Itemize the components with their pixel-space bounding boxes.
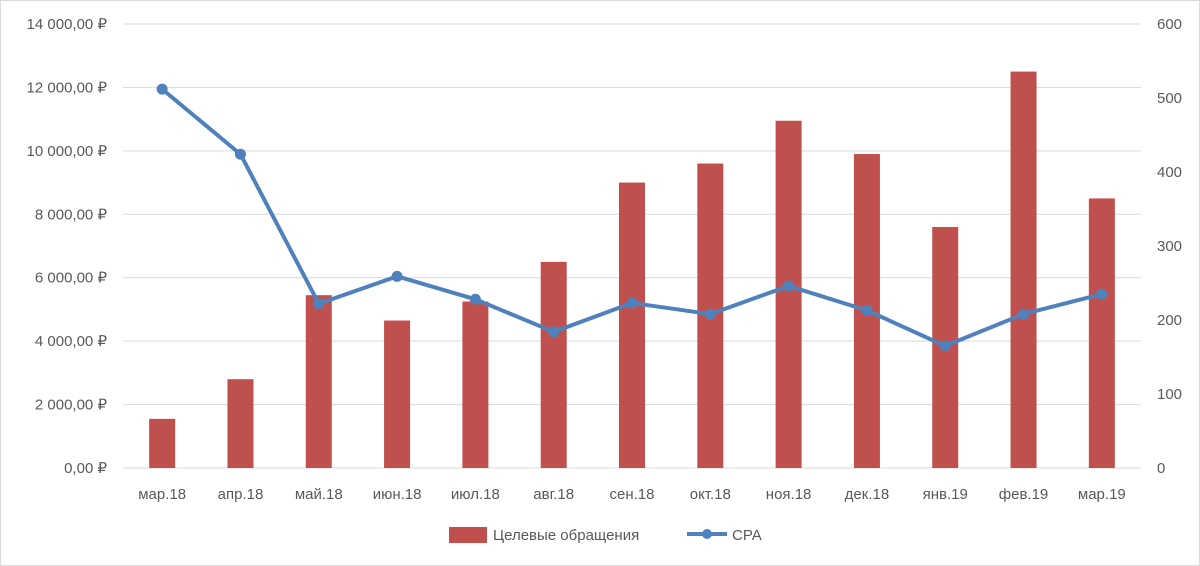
line-point	[313, 298, 325, 310]
line-point	[1018, 308, 1030, 320]
y2-tick-label: 300	[1157, 238, 1182, 255]
line-point	[861, 304, 873, 316]
line-point	[704, 308, 716, 320]
x-tick-label: мар.19	[1078, 486, 1126, 503]
line-point	[234, 148, 246, 160]
x-axis: мар.18 апр.18 май.18 июн.18 июл.18 авг.18 сен.…	[138, 486, 1126, 503]
y-axis-left: 0,00 ₽ 2 000,00 ₽ 4 000,00 ₽ 6 000,00 ₽ 8 00…	[27, 16, 108, 477]
y2-tick-label: 200	[1157, 312, 1182, 329]
y2-tick-label: 100	[1157, 386, 1182, 403]
line-point	[939, 340, 951, 352]
y-tick-label: 12 000,00 ₽	[27, 79, 108, 96]
bar	[227, 379, 254, 468]
legend-label-line: CPA	[732, 527, 762, 544]
y-axis-right: 0 100 200 300 400 500 600	[1157, 16, 1182, 477]
bar	[775, 120, 802, 468]
y-tick-label: 10 000,00 ₽	[27, 143, 108, 160]
x-tick-label: мар.18	[138, 486, 186, 503]
line-point	[548, 326, 560, 338]
x-tick-label: май.18	[295, 486, 343, 503]
legend-swatch-bars	[449, 527, 487, 543]
line-point	[626, 297, 638, 309]
bar	[149, 418, 176, 468]
y-tick-label: 8 000,00 ₽	[35, 206, 108, 223]
bar	[540, 261, 567, 468]
bar	[384, 320, 411, 468]
x-tick-label: июн.18	[373, 486, 422, 503]
x-tick-label: янв.19	[923, 486, 968, 503]
line-point	[469, 293, 481, 305]
x-tick-label: июл.18	[451, 486, 500, 503]
bar	[619, 182, 645, 469]
y2-tick-label: 400	[1157, 164, 1182, 181]
bar	[462, 301, 489, 468]
y-tick-label: 0,00 ₽	[64, 460, 107, 477]
legend-label-bars: Целевые обращения	[493, 527, 639, 544]
bar	[305, 295, 332, 468]
line-series	[156, 83, 1108, 352]
line-point	[391, 270, 403, 282]
line-point	[156, 83, 168, 95]
y-tick-label: 4 000,00 ₽	[35, 333, 108, 350]
legend: Целевые обращения CPA	[449, 527, 762, 544]
line-point	[783, 280, 795, 292]
bar	[1010, 71, 1037, 469]
y-tick-label: 6 000,00 ₽	[35, 270, 108, 287]
x-tick-label: авг.18	[533, 486, 574, 503]
y2-tick-label: 0	[1157, 460, 1165, 477]
x-tick-label: апр.18	[218, 486, 264, 503]
legend-marker-line	[702, 529, 712, 539]
bar	[1088, 198, 1115, 468]
x-tick-label: ноя.18	[766, 486, 812, 503]
y-tick-label: 2 000,00 ₽	[35, 397, 108, 414]
x-tick-label: дек.18	[845, 486, 890, 503]
y2-tick-label: 600	[1157, 16, 1182, 33]
y-tick-label: 14 000,00 ₽	[27, 16, 108, 33]
line-point	[1096, 288, 1108, 300]
x-tick-label: окт.18	[690, 486, 731, 503]
x-tick-label: сен.18	[610, 486, 655, 503]
y2-tick-label: 500	[1157, 90, 1182, 107]
x-tick-label: фев.19	[999, 486, 1049, 503]
bar-series	[149, 71, 1115, 469]
